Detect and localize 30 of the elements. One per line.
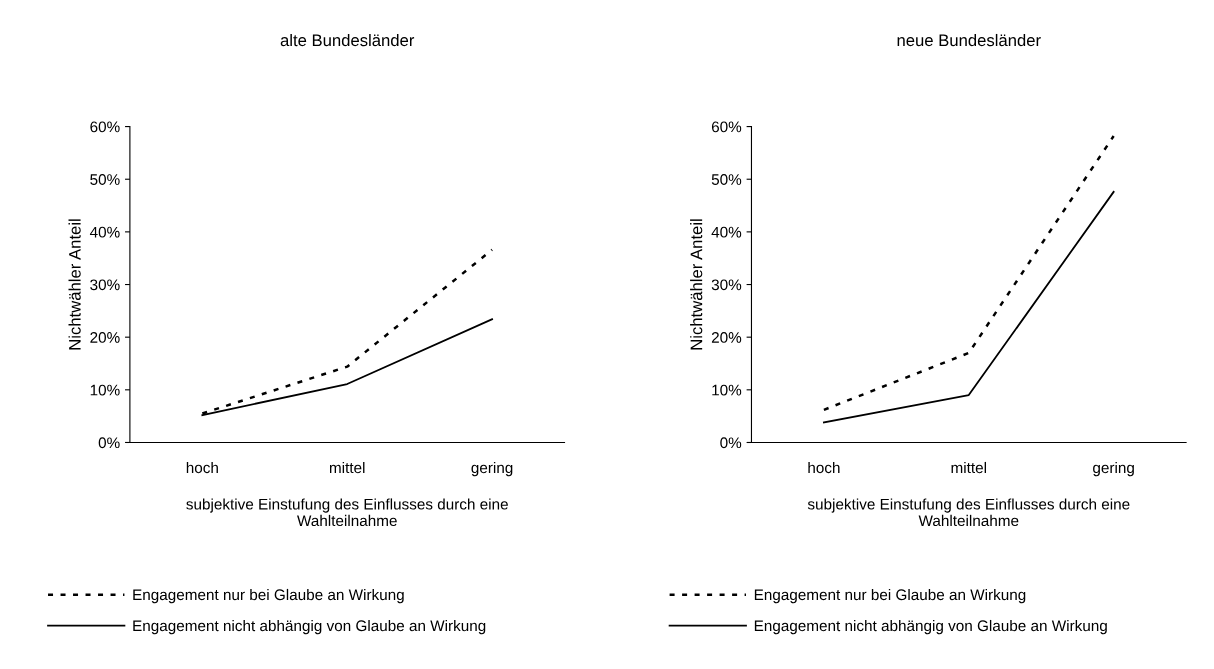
x-tick-label: hoch — [808, 461, 840, 474]
y-tick-label: 50% — [711, 174, 742, 185]
y-tick-label: 0% — [98, 437, 120, 449]
y-tick-label: 30% — [711, 279, 742, 291]
y-tick-label: 60% — [90, 121, 120, 133]
x-tick-label: hoch — [186, 461, 218, 474]
y-tick-label: 60% — [711, 121, 742, 133]
y-tick-label: 10% — [712, 384, 742, 396]
y-tick-label: 40% — [711, 226, 742, 238]
y-tick-label: 20% — [711, 332, 742, 343]
chart-title: neue Bundesländer — [897, 33, 1041, 47]
x-tick-label: mittel — [329, 461, 365, 474]
y-tick-label: 10% — [90, 384, 120, 396]
x-tick-label: gering — [471, 461, 513, 477]
x-tick-label: gering — [1093, 461, 1134, 477]
x-tick-label: mittel — [951, 461, 986, 474]
legend-label: Engagement nur bei Glaube an Wirkung — [754, 588, 1026, 604]
y-tick-label: 0% — [720, 437, 742, 449]
legend-label: Engagement nicht abhängig von Glaube an Wirkung — [133, 619, 486, 635]
x-axis-title: subjektive Einstufung des Einflusses durch eine Wahlteilnahme — [807, 498, 1130, 527]
y-tick-label: 50% — [90, 174, 120, 185]
x-axis-title: subjektive Einstufung des Einflusses durch eine Wahlteilnahme — [186, 498, 508, 527]
y-axis-title: Nichtwähler Anteil — [690, 219, 703, 350]
chart-title: alte Bundesländer — [280, 33, 415, 47]
y-tick-label: 20% — [90, 332, 120, 343]
y-tick-label: 40% — [89, 226, 120, 238]
y-axis-title: Nichtwähler Anteil — [68, 219, 81, 350]
y-tick-label: 30% — [90, 279, 120, 291]
legend-label: Engagement nicht abhängig von Glaube an Wirkung — [754, 619, 1107, 635]
legend-label: Engagement nur bei Glaube an Wirkung — [133, 588, 404, 604]
